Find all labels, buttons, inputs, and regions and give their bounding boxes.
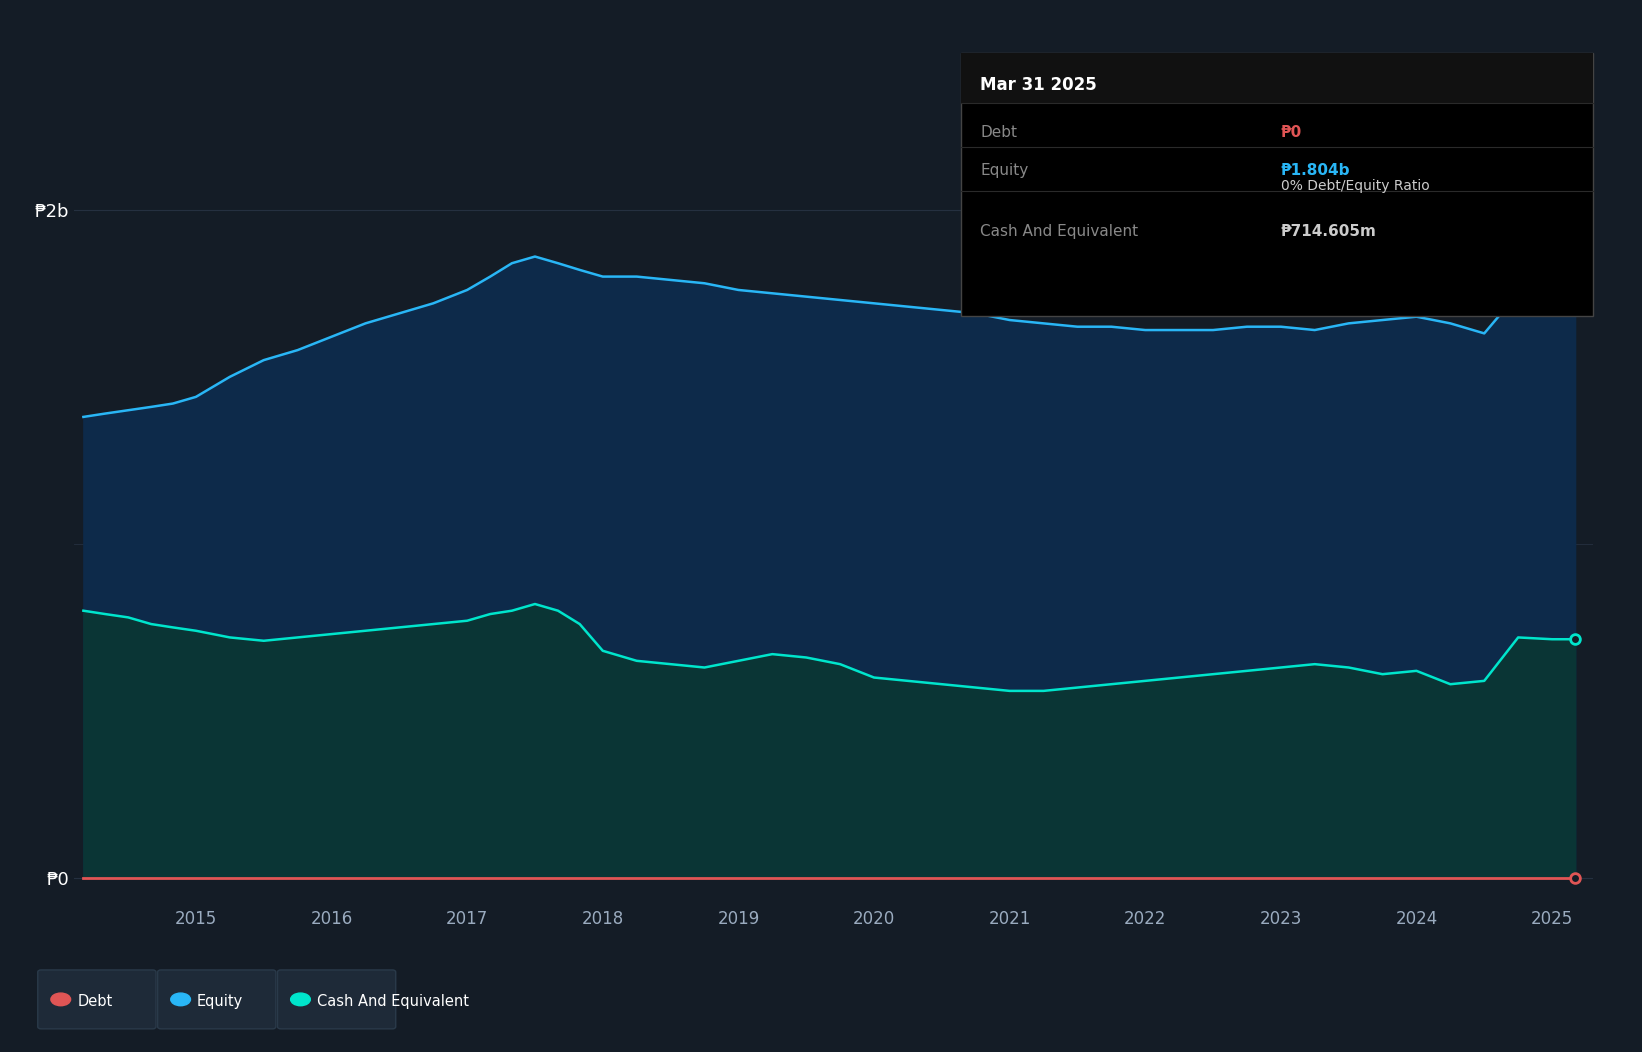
- Text: ₱0: ₱0: [1281, 125, 1302, 140]
- Text: Debt: Debt: [77, 994, 112, 1009]
- Text: Equity: Equity: [980, 163, 1028, 178]
- Text: Equity: Equity: [197, 994, 243, 1009]
- Text: Cash And Equivalent: Cash And Equivalent: [317, 994, 470, 1009]
- Text: Debt: Debt: [980, 125, 1018, 140]
- Text: Mar 31 2025: Mar 31 2025: [980, 77, 1097, 95]
- Text: ₱1.804b: ₱1.804b: [1281, 163, 1350, 178]
- Text: 0% Debt/Equity Ratio: 0% Debt/Equity Ratio: [1281, 180, 1430, 194]
- Text: ₱714.605m: ₱714.605m: [1281, 224, 1376, 239]
- Text: Cash And Equivalent: Cash And Equivalent: [980, 224, 1138, 239]
